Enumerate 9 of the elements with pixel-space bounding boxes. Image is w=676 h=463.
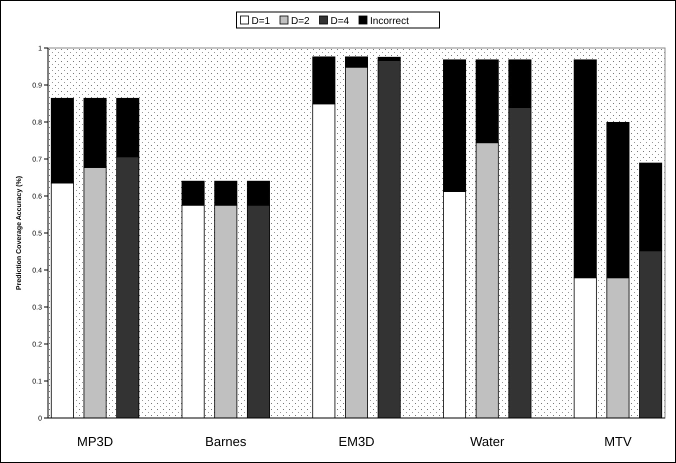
x-tick-label: Barnes [205,434,247,449]
x-tick-label: MP3D [76,434,114,449]
legend-label: D=1 [252,16,271,27]
x-tick-label: EM3D [338,434,375,449]
x-tick-label: Water [470,434,505,449]
x-tick-label: MTV [604,434,632,449]
legend-label: D=4 [330,16,350,27]
legend-label: Incorrect [370,16,410,27]
legend-label: D=2 [291,16,310,27]
